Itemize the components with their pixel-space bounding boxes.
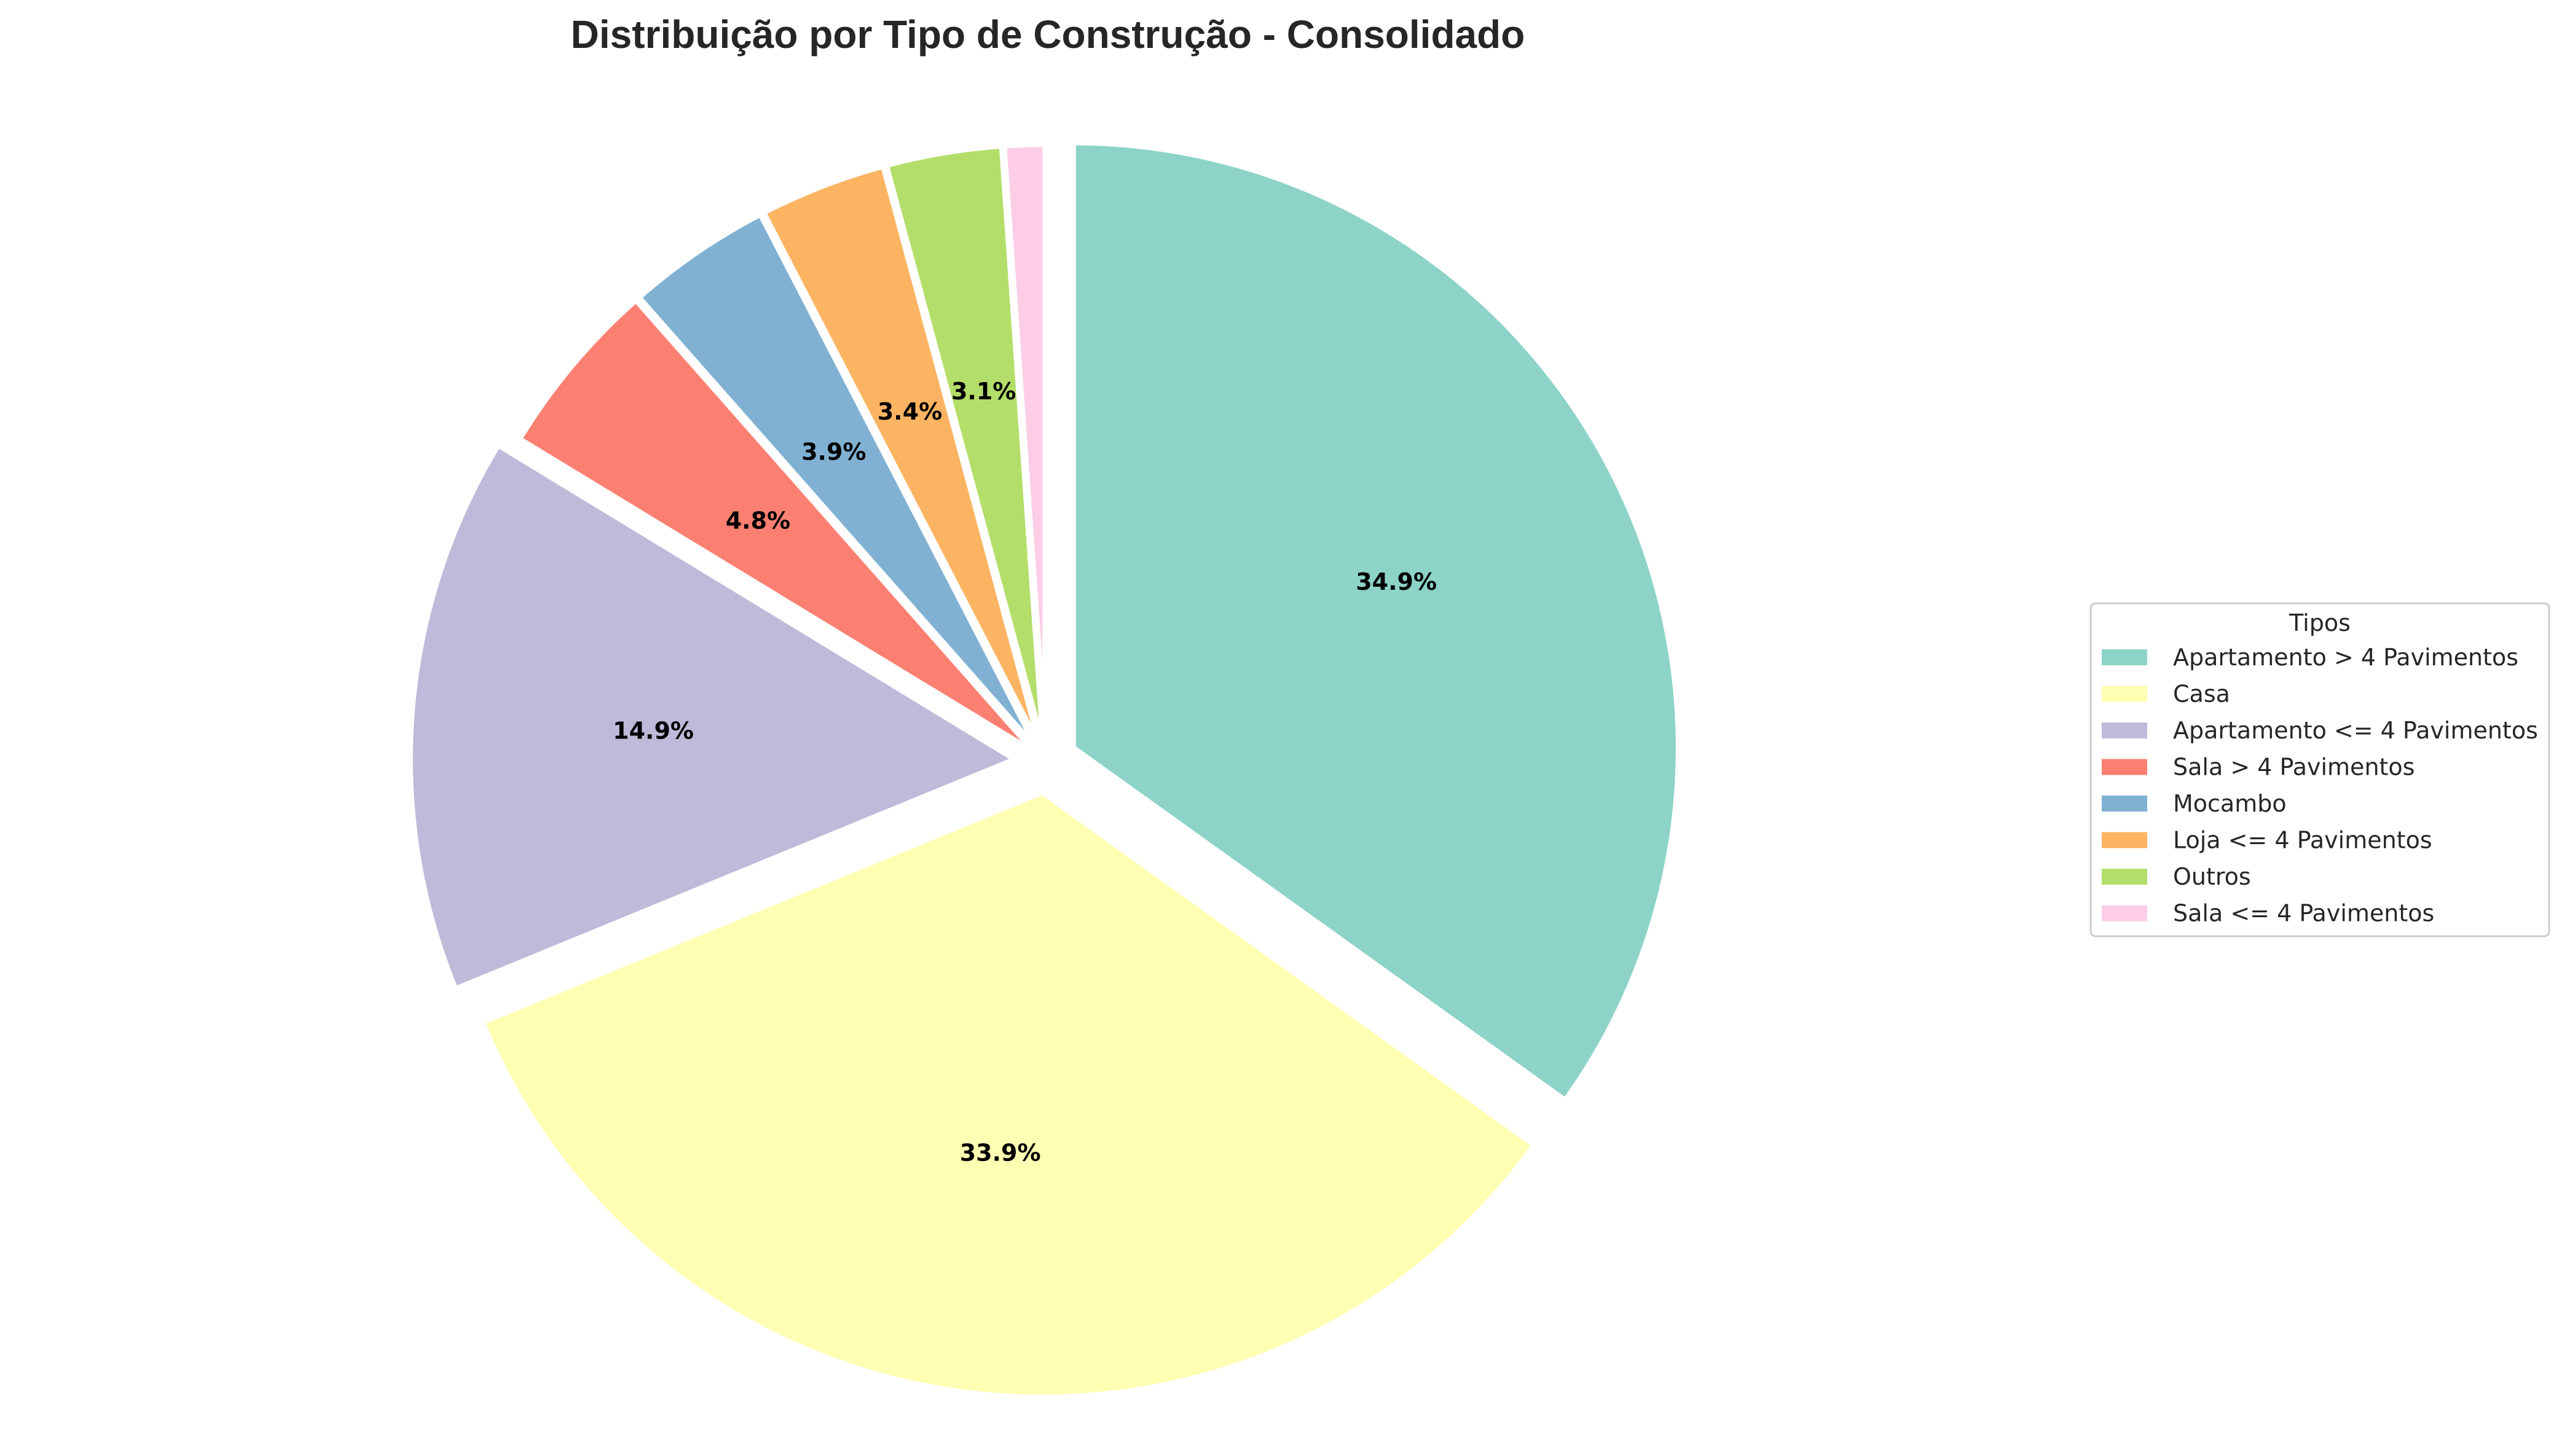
legend-label-4: Sala > 4 Pavimentos: [2173, 754, 2415, 781]
chart-title: Distribuição por Tipo de Construção - Co…: [571, 12, 1525, 57]
pie-labels: 34.9% 33.9% 14.9% 4.8% 3.9% 3.4% 3.1%: [613, 378, 1437, 1166]
pie-slice-4: [516, 296, 1040, 757]
pie-slice-3: [406, 441, 1019, 993]
legend-swatch-8: [2102, 905, 2147, 922]
pie-slice-1: [1069, 139, 1682, 1105]
pie-slice-6: [760, 162, 1045, 754]
legend-swatch-4: [2102, 759, 2147, 775]
pie-slice-8: [1000, 141, 1049, 753]
pie-slices: [406, 139, 1682, 1401]
legend-swatch-7: [2102, 869, 2147, 885]
legend-title: Tipos: [2289, 609, 2351, 636]
pie-slice-5: [635, 211, 1042, 755]
legend-items: Apartamento > 4 Pavimentos Casa Apartament…: [2102, 644, 2538, 927]
legend-frame: [2089, 602, 2550, 937]
legend-label-8: Sala <= 4 Pavimentos: [2173, 900, 2434, 927]
legend-swatch-2: [2102, 686, 2147, 702]
legend-label-1: Apartamento > 4 Pavimentos: [2173, 644, 2518, 671]
pie-slice-label-7: 3.1%: [951, 378, 1016, 405]
legend-swatch-3: [2102, 722, 2147, 738]
legend: Tipos Apartamento > 4 PavimentosCasaApar…: [2089, 602, 2550, 937]
legend-label-6: Loja <= 4 Pavimentos: [2173, 827, 2432, 854]
legend-label-5: Mocambo: [2173, 790, 2287, 817]
pie-slice-label-3: 14.9%: [613, 718, 694, 745]
legend-label-3: Apartamento <= 4 Pavimentos: [2173, 717, 2538, 744]
pie-slice-label-6: 3.4%: [878, 398, 942, 425]
legend-swatch-1: [2102, 649, 2147, 665]
legend-swatch-6: [2102, 832, 2147, 848]
legend-label-7: Outros: [2173, 863, 2251, 890]
pie-slice-label-5: 3.9%: [801, 438, 866, 465]
pie-slice-label-1: 34.9%: [1356, 568, 1437, 595]
pie-slice-label-2: 33.9%: [960, 1140, 1041, 1167]
pie-slice-label-4: 4.8%: [726, 507, 790, 534]
pie-slice-2: [479, 788, 1538, 1401]
legend-label-2: Casa: [2173, 681, 2230, 708]
legend-swatch-5: [2102, 796, 2147, 812]
